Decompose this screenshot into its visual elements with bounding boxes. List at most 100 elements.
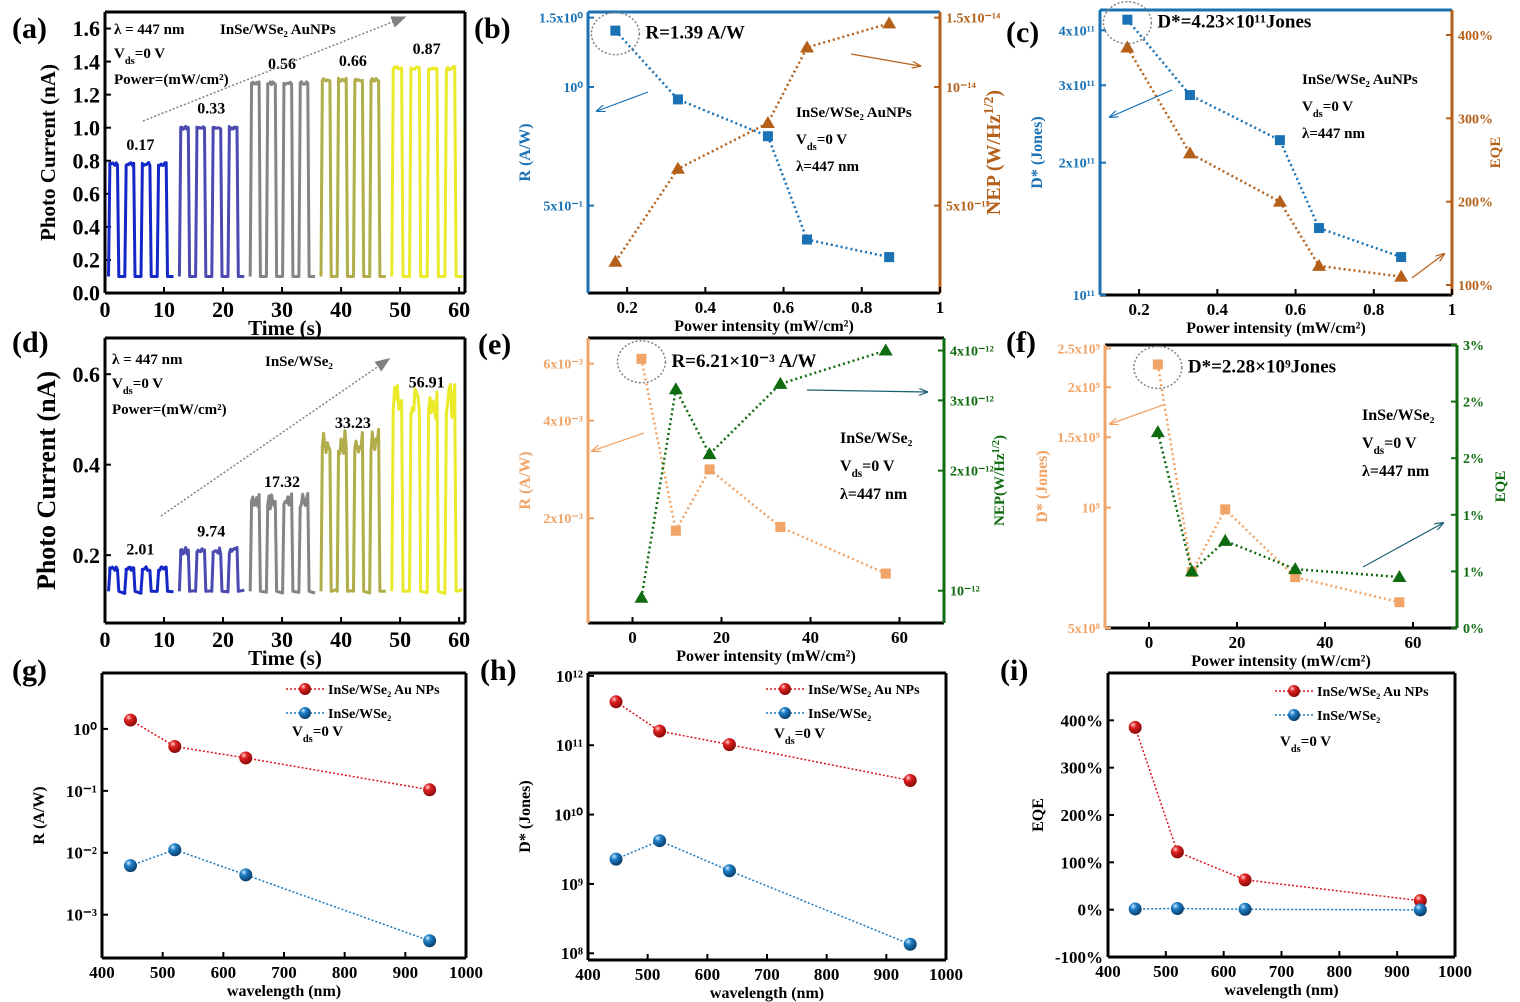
data-point-triangle bbox=[1288, 562, 1303, 575]
series-line-0.17 bbox=[107, 161, 174, 278]
x-tick-label: 0.4 bbox=[1207, 300, 1229, 319]
y-tick-label: 0.2 bbox=[73, 248, 101, 273]
annotation: InSe/WSe₂ bbox=[1362, 407, 1435, 424]
x-tick-label: 0.4 bbox=[695, 298, 717, 317]
data-point-square bbox=[1396, 252, 1407, 263]
x-tick-label: 1 bbox=[936, 298, 945, 317]
y-axis-label: EQE bbox=[1030, 798, 1047, 832]
callout-peak-value: R=6.21×10⁻³ A/W bbox=[671, 351, 816, 372]
panel-d: (d) 0 10 20 30 40 50 60 Time (s) 0.2 0.4 0.6 Photo C… bbox=[12, 326, 470, 670]
y-right-tick-label: 4x10⁻¹² bbox=[950, 345, 994, 360]
trend-arrow bbox=[142, 16, 407, 122]
data-point-triangle bbox=[773, 376, 788, 389]
legend-marker bbox=[779, 707, 791, 719]
annotation: Vds=0 V bbox=[840, 458, 895, 480]
x-tick-label: 1 bbox=[1448, 300, 1457, 319]
y-tick-label: 1.4 bbox=[73, 49, 101, 74]
x-tick-label: 1000 bbox=[929, 965, 963, 984]
annotation-power-unit: Power=(mW/cm²) bbox=[114, 72, 229, 88]
legend-label: InSe/WSe₂ Au NPs bbox=[328, 683, 440, 698]
legend-label: InSe/WSe₂ Au NPs bbox=[1317, 685, 1429, 700]
data-point-triangle bbox=[1184, 564, 1199, 577]
right-axis-pointer-arrow bbox=[850, 53, 920, 66]
left-axis-pointer-arrow bbox=[1110, 404, 1164, 424]
annotation: Vds=0 V bbox=[1280, 734, 1331, 755]
highlight-circle bbox=[1102, 0, 1153, 45]
data-point-triangle bbox=[702, 447, 717, 460]
data-point-square bbox=[636, 353, 647, 364]
y-tick-label: 10⁹ bbox=[1082, 501, 1100, 516]
legend-marker bbox=[779, 683, 791, 695]
x-tick-label: 600 bbox=[211, 963, 237, 982]
panel-label: (a) bbox=[12, 12, 47, 45]
annotation: Vds=0 V bbox=[292, 724, 343, 745]
annotation: InSe/WSe₂ AuNPs bbox=[796, 105, 912, 121]
y-tick-label: 10⁰ bbox=[73, 720, 97, 739]
x-tick-label: 600 bbox=[1211, 962, 1237, 981]
data-point-square bbox=[672, 94, 683, 105]
right-axis-pointer-arrow bbox=[1362, 523, 1443, 568]
annotation: λ=447 nm bbox=[796, 159, 860, 175]
x-tick-label: 30 bbox=[271, 297, 293, 322]
data-point-triangle bbox=[1272, 194, 1287, 207]
data-point-triangle bbox=[634, 590, 649, 603]
y-axis-label: R (A/W) bbox=[31, 786, 48, 844]
series-line-56.91 bbox=[390, 382, 463, 595]
x-tick-label: 20 bbox=[1229, 633, 1246, 652]
series-line bbox=[130, 848, 430, 942]
x-tick-label: 0 bbox=[628, 628, 637, 647]
y-right-tick-label: 300% bbox=[1458, 112, 1493, 127]
y-tick-label: 10⁻² bbox=[66, 844, 97, 863]
legend-marker bbox=[1288, 709, 1300, 721]
y-tick-label: 2x10⁹ bbox=[1068, 381, 1100, 396]
data-point-square bbox=[884, 252, 895, 263]
x-tick-label: 500 bbox=[1153, 962, 1179, 981]
data-point-square bbox=[704, 464, 715, 475]
y-tick-label: 2.5x10⁹ bbox=[1057, 342, 1100, 357]
y-tick-label: 1.6 bbox=[73, 16, 101, 41]
panel-g: (g) 400 500 600 700 800 900 1000 wavelength (nm)… bbox=[12, 654, 483, 1000]
left-axis-pointer-arrow bbox=[592, 432, 645, 451]
x-tick-label: 800 bbox=[1327, 962, 1353, 981]
y-tick-label: 4x10¹¹ bbox=[1059, 24, 1095, 39]
x-tick-label: 900 bbox=[874, 965, 900, 984]
series-line bbox=[1134, 727, 1421, 902]
x-axis-label: Power intensity (mW/cm²) bbox=[674, 318, 854, 335]
power-label: 17.32 bbox=[264, 474, 300, 491]
highlight-circle bbox=[1133, 345, 1183, 390]
right-axis-pointer-arrow bbox=[806, 390, 927, 392]
y-axis-label: Photo Current (nA) bbox=[36, 64, 60, 241]
panel-label: (b) bbox=[474, 12, 511, 45]
panel-f: (f) 0 20 40 60 Power intensity (mW/cm²) 5x10⁸ 1… bbox=[1006, 326, 1509, 670]
data-point-sphere bbox=[239, 751, 253, 765]
legend-label: InSe/WSe₂ bbox=[1317, 709, 1380, 724]
legend-label: InSe/WSe₂ bbox=[328, 707, 391, 722]
data-point-sphere bbox=[1128, 720, 1142, 734]
y-tick-label: 100% bbox=[1061, 853, 1104, 872]
y-tick-label: 0.6 bbox=[73, 362, 101, 387]
y-axis-label: Photo Current (nA) bbox=[32, 371, 61, 590]
x-tick-label: 10 bbox=[153, 297, 175, 322]
y-tick-label: 10¹⁰ bbox=[554, 806, 583, 825]
x-axis-label: Time (s) bbox=[248, 646, 322, 670]
data-point-square bbox=[1152, 359, 1163, 370]
y-axis-label: D* (Jones) bbox=[1034, 450, 1051, 522]
annotation-wavelength: λ = 447 nm bbox=[112, 352, 183, 368]
data-point-sphere bbox=[1170, 902, 1184, 916]
y-right-axis-label: NEP(W/Hz1/2) bbox=[991, 435, 1009, 526]
y-tick-label: 0.4 bbox=[73, 452, 101, 477]
data-point-triangle bbox=[882, 16, 897, 29]
power-label: 0.56 bbox=[268, 56, 296, 73]
series-line bbox=[615, 839, 911, 945]
x-tick-label: 500 bbox=[635, 965, 661, 984]
x-tick-label: 0.6 bbox=[773, 298, 794, 317]
y-tick-label: 5x10⁸ bbox=[1068, 622, 1100, 637]
y-right-tick-label: 400% bbox=[1458, 29, 1493, 44]
data-point-square bbox=[610, 25, 621, 36]
annotation: λ=447 nm bbox=[840, 486, 908, 503]
power-label: 0.33 bbox=[197, 101, 225, 118]
x-tick-label: 600 bbox=[695, 965, 721, 984]
x-tick-label: 400 bbox=[1095, 962, 1121, 981]
y-right-tick-label: 5x10⁻¹⁵ bbox=[946, 200, 990, 215]
